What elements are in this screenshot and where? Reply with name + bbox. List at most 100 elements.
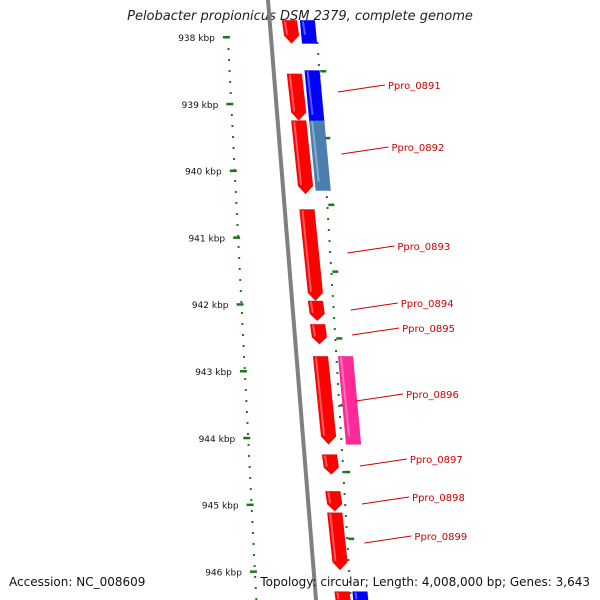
outer-dot bbox=[328, 240, 331, 242]
ruler-dot bbox=[251, 521, 254, 523]
ruler-dot bbox=[228, 70, 231, 72]
ruler-dot bbox=[229, 81, 232, 83]
outer-dot bbox=[335, 350, 338, 352]
outer-dot bbox=[317, 64, 320, 66]
outer-dot bbox=[329, 251, 332, 253]
outer-tick bbox=[320, 70, 327, 73]
ruler-tick bbox=[243, 436, 251, 440]
gene-highlight bbox=[329, 513, 337, 562]
gene-arrow bbox=[309, 323, 328, 345]
outer-dot bbox=[348, 581, 351, 583]
ruler-dot bbox=[241, 323, 244, 325]
gene-label: Ppro_0893 bbox=[397, 242, 450, 253]
outer-dot bbox=[342, 471, 345, 473]
ruler-dot bbox=[253, 565, 256, 567]
ruler-tick bbox=[226, 102, 234, 106]
gene-label: Ppro_0897 bbox=[410, 455, 463, 466]
ruler-tick bbox=[249, 570, 257, 573]
gene-highlight bbox=[312, 325, 316, 337]
gene-arrow bbox=[325, 490, 343, 512]
outer-dot bbox=[340, 449, 343, 451]
accession-text: Accession: NC_008609 bbox=[9, 575, 146, 589]
outer-tick bbox=[344, 470, 351, 474]
outer-dot bbox=[339, 416, 342, 418]
ruler-dot bbox=[231, 125, 234, 127]
outer-dot bbox=[331, 284, 334, 286]
ruler-ticks: 938 kbp 939 kbp 940 kbp 941 kbp 942 kbp 943 k… bbox=[178, 34, 355, 578]
gene-highlight bbox=[309, 301, 314, 314]
gene-highlight bbox=[293, 121, 303, 186]
ruler-dot bbox=[246, 422, 249, 424]
gene-highlight bbox=[340, 357, 351, 436]
gene-label-leader bbox=[350, 302, 398, 311]
outer-dot bbox=[325, 196, 328, 198]
gene-arrow bbox=[312, 356, 337, 445]
ruler-dot bbox=[250, 510, 253, 512]
outer-dot bbox=[331, 295, 334, 297]
outer-dot bbox=[344, 515, 347, 517]
outer-tick bbox=[328, 203, 335, 207]
gene-highlight bbox=[306, 71, 314, 115]
ruler-dot bbox=[227, 48, 230, 50]
ruler-dot bbox=[238, 268, 241, 270]
gene-highlight bbox=[315, 357, 326, 436]
ruler-dot bbox=[252, 543, 255, 545]
gene-arrow bbox=[304, 70, 325, 125]
backbone-line bbox=[266, 0, 319, 600]
gene-highlight bbox=[283, 21, 289, 35]
outer-dot bbox=[345, 526, 348, 528]
ruler-tick-label: 942 kbp bbox=[192, 301, 229, 311]
gene-label: Ppro_0894 bbox=[401, 299, 454, 310]
outer-dot bbox=[346, 548, 349, 550]
ruler-dot bbox=[234, 180, 237, 182]
gene-label: Ppro_0896 bbox=[406, 390, 459, 401]
gene-label-leader bbox=[364, 535, 412, 544]
outer-tick bbox=[348, 537, 355, 541]
ruler-dot bbox=[230, 114, 233, 116]
ruler-dot bbox=[240, 312, 243, 314]
ruler-dot bbox=[255, 598, 258, 600]
gene-arrow bbox=[308, 120, 332, 191]
ruler-dot bbox=[245, 411, 248, 413]
ruler-dot bbox=[248, 455, 251, 457]
gene-arrow bbox=[321, 454, 340, 475]
gene-label: Ppro_0899 bbox=[414, 532, 467, 543]
ruler-dot bbox=[251, 532, 254, 534]
ruler-tick-label: 946 kbp bbox=[205, 568, 242, 578]
ruler-dot bbox=[240, 301, 243, 303]
gene-label: Ppro_0892 bbox=[392, 143, 445, 154]
outer-dot bbox=[330, 273, 333, 275]
outer-dot bbox=[333, 328, 336, 330]
ruler-dot bbox=[247, 444, 250, 446]
outer-dot bbox=[347, 559, 350, 561]
outer-dot bbox=[337, 383, 340, 385]
outer-dot bbox=[349, 592, 352, 594]
gene-label-leader bbox=[355, 393, 404, 402]
ruler-dot bbox=[232, 147, 235, 149]
ruler-dot bbox=[250, 499, 253, 501]
gene-track bbox=[281, 20, 369, 600]
ruler-tick bbox=[229, 169, 237, 173]
ruler-tick-label: 938 kbp bbox=[178, 34, 215, 44]
ruler-dot bbox=[244, 389, 247, 391]
gene-highlight bbox=[301, 21, 307, 35]
outer-dot bbox=[317, 53, 320, 55]
gene-label-leader bbox=[359, 458, 407, 467]
outer-dot bbox=[327, 229, 330, 231]
gene-highlight bbox=[336, 592, 340, 600]
outer-dot bbox=[333, 317, 336, 319]
gene-label-leader bbox=[341, 146, 389, 155]
ruler-tick-label: 943 kbp bbox=[195, 368, 232, 378]
gene-labels: Ppro_0891 Ppro_0892 Ppro_0893 Ppro_0894 Ppro… bbox=[337, 81, 467, 544]
ruler-dot bbox=[236, 224, 239, 226]
outer-dot bbox=[338, 405, 341, 407]
ruler-dot bbox=[228, 59, 231, 61]
ruler-dot bbox=[235, 202, 238, 204]
gene-highlight bbox=[288, 74, 296, 112]
gene-label-leader bbox=[361, 496, 410, 505]
ruler-dot bbox=[229, 92, 232, 94]
map-title: Pelobacter propionicus DSM 2379, complet… bbox=[127, 9, 473, 24]
ruler-dot bbox=[254, 587, 257, 589]
ruler-dot bbox=[237, 246, 240, 248]
ruler-tick bbox=[239, 370, 247, 373]
